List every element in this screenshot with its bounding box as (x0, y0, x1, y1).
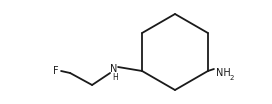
Text: F: F (53, 66, 59, 76)
Text: NH: NH (216, 68, 231, 78)
Text: N: N (110, 64, 118, 74)
Text: 2: 2 (230, 75, 234, 81)
Text: H: H (112, 72, 118, 82)
